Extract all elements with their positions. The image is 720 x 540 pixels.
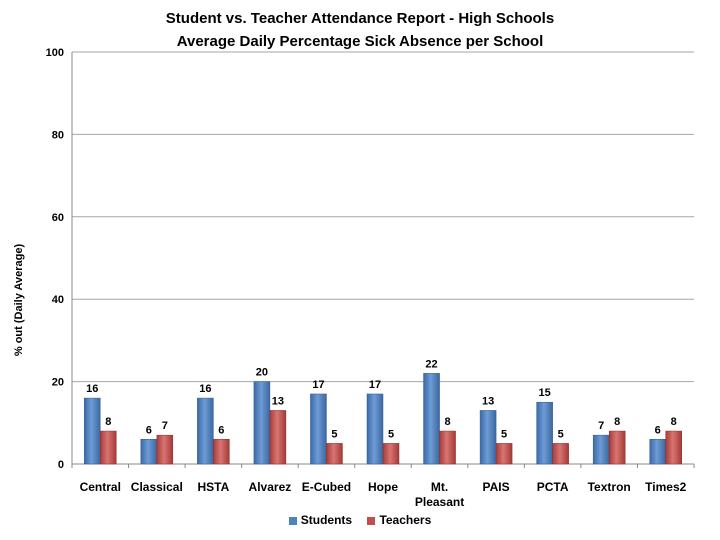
bar-students [592, 434, 610, 465]
y-tick-label: 40 [52, 294, 64, 306]
bar-teachers [213, 439, 230, 465]
x-tick-label: Textron [588, 480, 631, 494]
legend-item-teachers: Teachers [367, 513, 431, 527]
bar-students [649, 439, 666, 465]
bar-teachers [156, 434, 174, 465]
y-tick-label: 0 [58, 459, 64, 471]
bar-students [253, 381, 271, 465]
x-tick-label: PCTA [537, 480, 569, 494]
y-tick-label: 20 [52, 377, 64, 389]
bar-students [366, 393, 384, 465]
legend-swatch-teachers [367, 516, 376, 525]
legend-swatch-students [288, 516, 297, 525]
data-label: 22 [425, 358, 437, 370]
data-label: 6 [218, 424, 224, 436]
legend-label-teachers: Teachers [379, 513, 432, 527]
bar-teachers [382, 443, 400, 465]
data-label: 5 [388, 428, 394, 440]
data-label: 5 [331, 428, 337, 440]
bar-teachers [552, 443, 569, 465]
bar-teachers [326, 443, 343, 465]
x-tick-label: PAIS [483, 480, 510, 494]
legend-item-students: Students [288, 513, 353, 527]
bar-students [536, 401, 553, 465]
data-label: 8 [671, 416, 677, 428]
bar-students [84, 397, 101, 465]
bar-students [423, 373, 440, 465]
bar-teachers [439, 430, 456, 465]
data-label: 13 [482, 395, 494, 407]
legend: Students Teachers [0, 513, 720, 527]
data-label: 6 [146, 424, 152, 436]
bar-teachers [608, 430, 626, 465]
data-label: 8 [444, 416, 450, 428]
data-label: 7 [162, 420, 168, 432]
legend-label-students: Students [300, 513, 353, 527]
x-tick-label: Classical [131, 480, 183, 494]
bar-students [479, 410, 497, 465]
chart-subtitle: Average Daily Percentage Sick Absence pe… [176, 33, 544, 50]
bar-teachers [100, 430, 117, 465]
data-label: 5 [558, 428, 564, 440]
x-tick-label: E-Cubed [302, 480, 351, 494]
bar-teachers [495, 443, 513, 465]
chart-title: Student vs. Teacher Attendance Report - … [165, 10, 555, 27]
data-label: 8 [614, 416, 620, 428]
data-label: 6 [655, 424, 661, 436]
x-tick-label: Pleasant [415, 495, 464, 509]
x-tick-label: Alvarez [249, 480, 292, 494]
x-tick-label: Hope [368, 480, 398, 494]
data-label: 17 [312, 379, 324, 391]
x-tick-label: Mt. [431, 480, 448, 494]
data-label: 16 [86, 383, 98, 395]
data-label: 5 [501, 428, 507, 440]
bar-students [140, 439, 158, 465]
y-tick-label: 60 [52, 212, 64, 224]
y-tick-label: 80 [52, 129, 64, 141]
x-tick-label: HSTA [197, 480, 229, 494]
data-label: 16 [199, 383, 211, 395]
x-tick-label: Times2 [645, 480, 686, 494]
data-label: 13 [272, 395, 284, 407]
y-tick-label: 100 [46, 47, 64, 59]
data-label: 8 [105, 416, 111, 428]
bar-students [310, 393, 327, 465]
data-label: 17 [369, 379, 381, 391]
bar-teachers [269, 410, 287, 465]
data-label: 15 [539, 387, 551, 399]
bar-students [197, 397, 214, 465]
data-label: 20 [256, 367, 268, 379]
bar-teachers [665, 430, 682, 465]
x-tick-label: Central [80, 480, 121, 494]
data-label: 7 [598, 420, 604, 432]
